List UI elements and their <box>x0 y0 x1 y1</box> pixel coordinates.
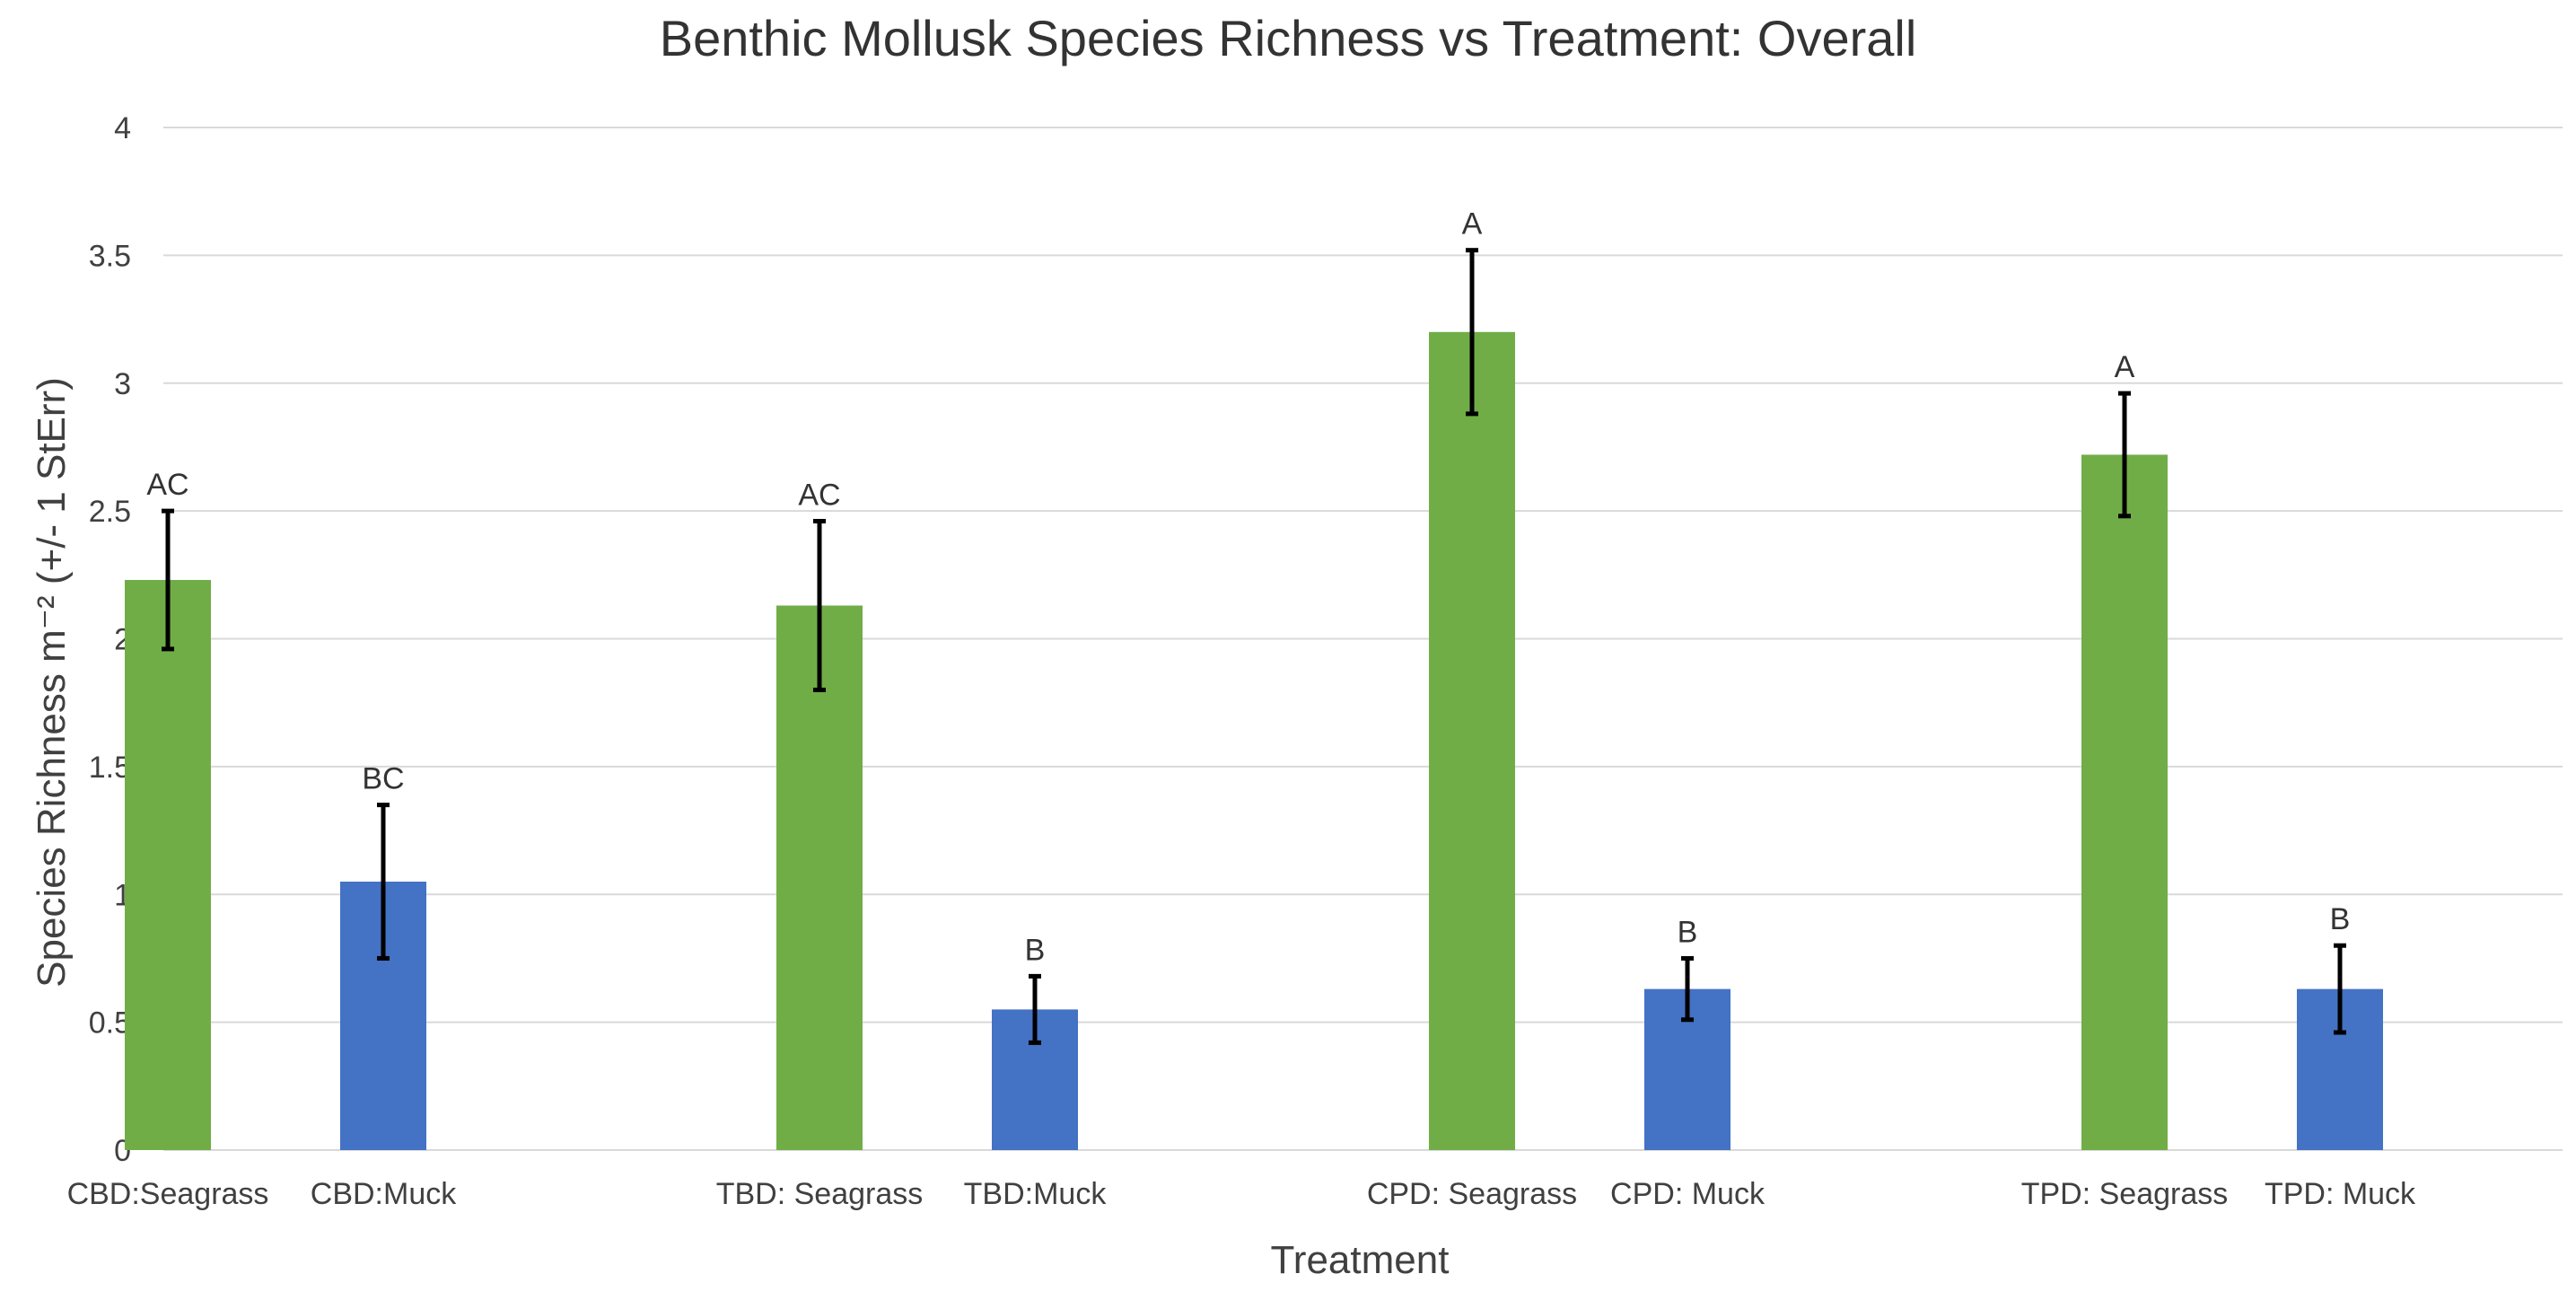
significance-letter: A <box>1462 207 1483 242</box>
category-label: TPD: Muck <box>2265 1177 2416 1211</box>
y-tick-label: 2.5 <box>89 495 131 529</box>
significance-letter: BC <box>362 762 404 796</box>
category-label: TPD: Seagrass <box>2021 1177 2229 1211</box>
error-bar <box>1681 955 1694 1023</box>
y-tick-label: 0.5 <box>89 1006 131 1041</box>
error-bar <box>377 803 390 961</box>
error-bar <box>1029 973 1041 1045</box>
y-tick-label: 4 <box>114 111 131 145</box>
gridlines <box>163 127 2563 1151</box>
bar <box>2081 454 2168 1151</box>
category-label: CPD: Muck <box>1610 1177 1766 1211</box>
significance-letter: B <box>1678 915 1698 949</box>
bar <box>125 580 211 1150</box>
y-axis-title: Species Richness m⁻² (+/- 1 StErr) <box>30 377 74 988</box>
significance-letter: AC <box>146 468 188 502</box>
bar <box>1429 331 1515 1150</box>
bars <box>125 331 2383 1151</box>
y-tick-label: 3 <box>114 367 131 401</box>
bar <box>776 605 863 1150</box>
significance-letter: AC <box>798 479 840 513</box>
error-bar <box>2334 943 2346 1035</box>
chart-title: Benthic Mollusk Species Richness vs Trea… <box>660 10 1917 66</box>
error-bar <box>813 519 826 692</box>
category-labels: CBD:Seagrass CBD:Muck TBD: Seagrass TBD:Muc… <box>67 1177 2416 1211</box>
x-axis-title: Treatment <box>1271 1238 1450 1282</box>
y-tick-label: 1.5 <box>89 751 131 785</box>
significance-letter: A <box>2115 350 2135 384</box>
y-tick-label: 3.5 <box>89 239 131 273</box>
category-label: CPD: Seagrass <box>1367 1177 1577 1211</box>
error-bar <box>162 508 174 652</box>
error-bar <box>2118 391 2131 519</box>
category-label: CBD:Seagrass <box>67 1177 269 1211</box>
error-bar <box>1466 248 1478 417</box>
significance-letter: B <box>1025 933 1046 967</box>
category-label: CBD:Muck <box>311 1177 457 1211</box>
significance-letters: AC BC AC B A B A B <box>146 207 2350 968</box>
category-label: TBD: Seagrass <box>716 1177 924 1211</box>
y-tick-labels: 00.511.522.533.54 <box>89 111 131 1168</box>
significance-letter: B <box>2330 902 2351 936</box>
error-bars <box>162 248 2346 1045</box>
category-label: TBD:Muck <box>964 1177 1108 1211</box>
